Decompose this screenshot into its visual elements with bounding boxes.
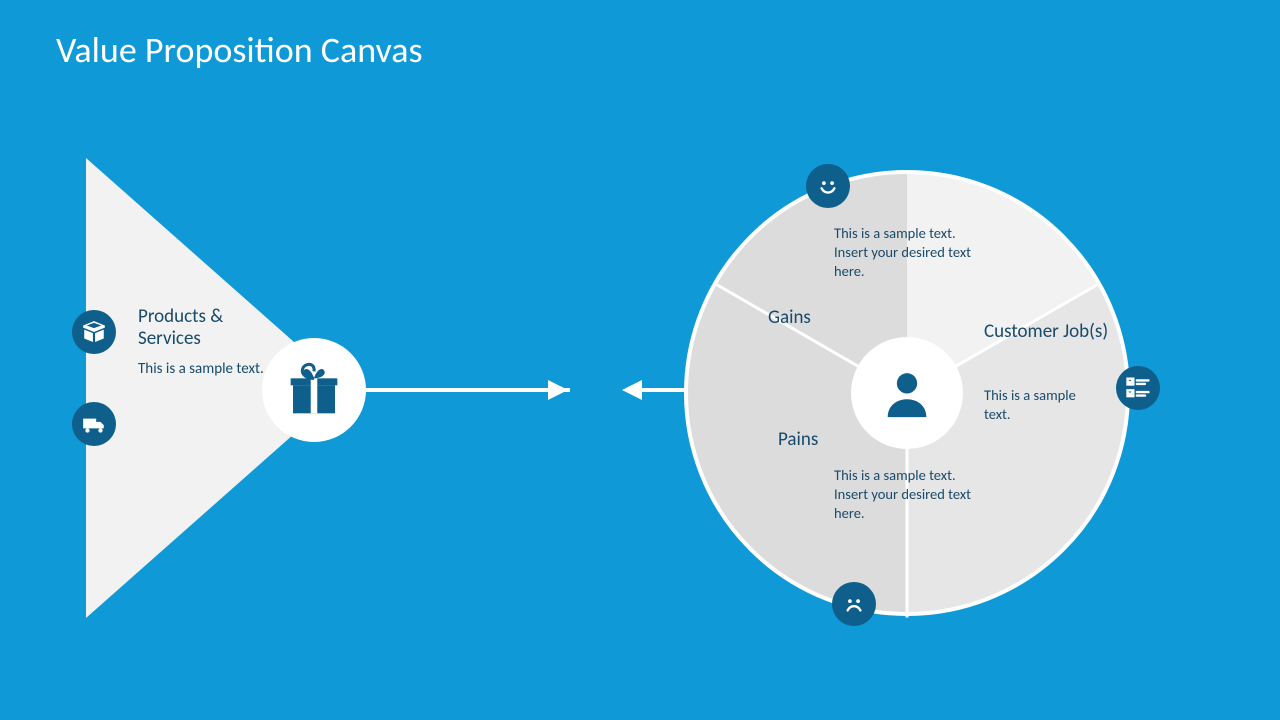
gains-label: Gains — [768, 306, 811, 329]
frown-icon — [832, 582, 876, 626]
checklist-icon — [1116, 366, 1160, 410]
diagram-canvas: Products & Services This is a sample tex… — [0, 0, 1280, 720]
pains-label: Pains — [778, 428, 818, 451]
truck-icon — [72, 402, 116, 446]
jobs-body: This is a sample text. — [984, 386, 1104, 424]
smile-icon — [806, 164, 850, 208]
box-icon — [72, 310, 116, 354]
jobs-label: Customer Job(s) — [984, 320, 1114, 343]
gains-body: This is a sample text. Insert your desir… — [834, 224, 984, 281]
customer-profile-circle: Gains This is a sample text. Insert your… — [684, 170, 1130, 616]
pains-body: This is a sample text. Insert your desir… — [834, 466, 984, 523]
arrow-right — [366, 388, 570, 392]
products-services-title: Products & Services — [138, 306, 288, 350]
customer-center-circle — [851, 337, 963, 449]
value-map-center-circle — [262, 338, 366, 442]
person-icon — [878, 364, 936, 422]
gift-icon — [286, 362, 342, 418]
